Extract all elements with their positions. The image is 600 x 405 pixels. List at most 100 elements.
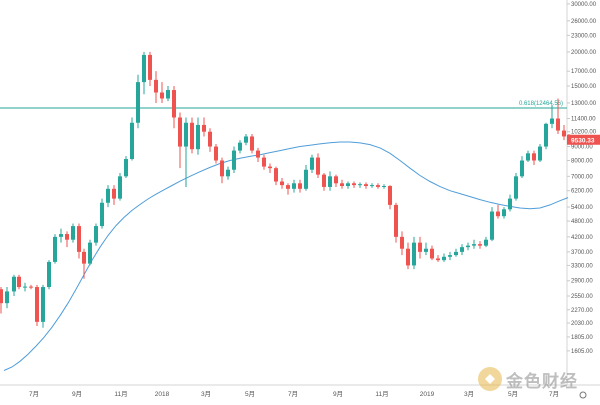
candle-body — [208, 131, 212, 147]
candle-body — [424, 248, 428, 252]
candle — [562, 124, 566, 141]
candle — [556, 98, 560, 135]
candle — [208, 128, 212, 152]
candle-body — [430, 248, 434, 259]
candle-body — [370, 185, 374, 187]
candle-body — [310, 157, 314, 170]
candle — [130, 117, 134, 161]
candle — [352, 181, 356, 188]
candle-body — [520, 160, 524, 177]
candle — [12, 274, 16, 296]
candle-body — [220, 160, 224, 177]
candle — [286, 183, 290, 195]
candle-body — [232, 150, 236, 170]
candle — [508, 194, 512, 212]
candle — [268, 163, 272, 173]
y-tick-label: 26000.00 — [571, 19, 597, 25]
y-tick-label: 7000.00 — [571, 174, 593, 180]
candle — [100, 198, 104, 229]
candle-body — [47, 261, 51, 288]
candle-body — [29, 286, 33, 288]
x-tick-label: 5月 — [508, 390, 518, 398]
candle-body — [5, 291, 9, 304]
y-tick-label: 4200.00 — [571, 235, 593, 241]
candle — [280, 178, 284, 189]
candle-body — [406, 248, 410, 266]
candle-body — [94, 226, 98, 243]
y-tick-label: 3300.00 — [571, 263, 593, 269]
candle — [35, 284, 39, 326]
candle-body — [82, 251, 86, 264]
y-tick-label: 2270.00 — [571, 308, 593, 314]
candle — [412, 236, 416, 270]
candle-body — [280, 181, 284, 186]
y-tick-label: 1805.00 — [571, 335, 593, 341]
candle-body — [53, 236, 57, 262]
candle-body — [460, 247, 464, 252]
candle-body — [118, 176, 122, 199]
candle-body — [382, 186, 386, 188]
candle — [53, 234, 57, 264]
candle-body — [532, 153, 536, 161]
candle — [430, 245, 434, 261]
x-tick-label: 5月 — [245, 390, 255, 398]
candle — [88, 239, 92, 266]
candle — [220, 157, 224, 184]
candle — [47, 260, 51, 290]
candle — [112, 185, 116, 205]
candle-body — [562, 130, 566, 137]
candle-body — [454, 251, 458, 256]
x-tick-label: 11月 — [114, 390, 127, 398]
y-tick-label: 10200.00 — [571, 130, 597, 136]
candle-body — [400, 236, 404, 249]
candle-body — [172, 90, 176, 118]
candle — [436, 255, 440, 262]
candle — [418, 236, 422, 259]
candle — [5, 287, 9, 309]
x-tick-label: 7月 — [29, 390, 39, 398]
candle-body — [160, 92, 164, 99]
y-tick-label: 1605.00 — [571, 349, 593, 355]
candle — [29, 284, 33, 290]
candle-body — [418, 242, 422, 252]
candle — [532, 150, 536, 166]
candle — [454, 248, 458, 257]
candle-body — [250, 136, 254, 151]
candle-body — [556, 118, 560, 131]
candle — [388, 185, 392, 210]
coin-icon — [478, 367, 502, 391]
candle-body — [71, 226, 75, 240]
candle — [160, 82, 164, 103]
candle-body — [490, 211, 494, 240]
candle — [124, 156, 128, 179]
candle-body — [514, 176, 518, 199]
y-tick-label: 20000.00 — [571, 50, 597, 56]
candle — [232, 146, 236, 173]
y-tick-label: 9000.00 — [571, 145, 593, 151]
candle — [148, 51, 152, 87]
y-tick-label: 11400.00 — [571, 117, 596, 123]
x-tick-label: 3月 — [464, 390, 474, 398]
candle — [328, 171, 332, 191]
x-tick-label: 2018 — [155, 391, 170, 398]
candle-body — [388, 186, 392, 205]
candle-body — [59, 234, 63, 237]
candle — [520, 156, 524, 179]
candle — [400, 231, 404, 256]
candle — [184, 117, 188, 187]
candle — [298, 179, 302, 193]
candle-body — [466, 245, 470, 248]
candle-body — [226, 169, 230, 177]
candle-body — [190, 122, 194, 150]
candle-body — [550, 118, 554, 124]
candle-body — [23, 286, 27, 288]
candle-body — [328, 176, 332, 187]
candle — [460, 244, 464, 256]
candle-body — [538, 146, 542, 161]
candle — [322, 172, 326, 191]
candle-body — [166, 90, 170, 99]
y-tick-label: 17000.00 — [571, 69, 597, 75]
candle — [71, 223, 75, 243]
candle — [82, 248, 86, 279]
candle — [166, 86, 170, 102]
